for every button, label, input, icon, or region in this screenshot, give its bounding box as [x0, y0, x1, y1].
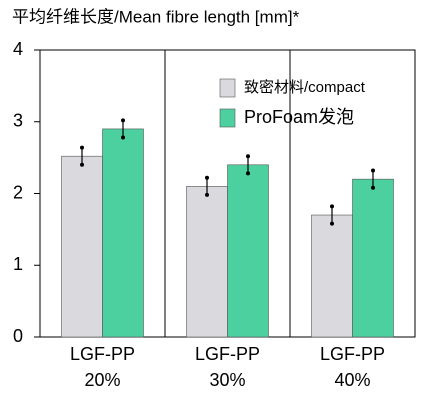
bar	[352, 178, 394, 338]
bar	[311, 214, 353, 338]
legend-label: ProFoam发泡	[244, 107, 354, 127]
error-bar-part	[121, 118, 125, 123]
error-bar-part	[205, 192, 209, 197]
y-tick-label: 0	[13, 326, 23, 346]
bar	[186, 186, 228, 338]
bar	[227, 164, 269, 338]
legend-swatch	[219, 108, 236, 128]
error-bar	[121, 118, 125, 140]
error-bar-part	[330, 221, 334, 226]
error-bar-part	[80, 145, 84, 150]
error-bar-part	[246, 154, 250, 159]
error-bar	[246, 154, 250, 176]
x-tick-label: LGF-PP 40%	[319, 344, 385, 390]
error-bar-part	[80, 162, 84, 167]
chart-title: 平均纤维长度/Mean fibre length [mm]*	[12, 7, 300, 26]
y-tick-label: 1	[13, 254, 23, 274]
legend-label: 致密材料/compact	[244, 79, 366, 96]
error-bar-part	[371, 168, 375, 173]
y-tick-label: 3	[13, 111, 23, 131]
error-bar-part	[330, 204, 334, 209]
legend-swatch	[219, 78, 236, 98]
error-bar-part	[246, 171, 250, 176]
y-tick-label: 4	[13, 39, 23, 59]
x-tick-label: LGF-PP 30%	[194, 344, 260, 390]
bar	[61, 155, 103, 338]
x-tick-label: LGF-PP 20%	[69, 344, 135, 390]
error-bar-part	[121, 135, 125, 140]
error-bar	[371, 168, 375, 190]
error-bar	[205, 175, 209, 197]
error-bar	[80, 145, 84, 167]
error-bar-part	[371, 185, 375, 190]
bar	[102, 128, 144, 338]
error-bar-part	[205, 175, 209, 180]
error-bar	[330, 204, 334, 226]
y-tick-label: 2	[13, 182, 23, 202]
